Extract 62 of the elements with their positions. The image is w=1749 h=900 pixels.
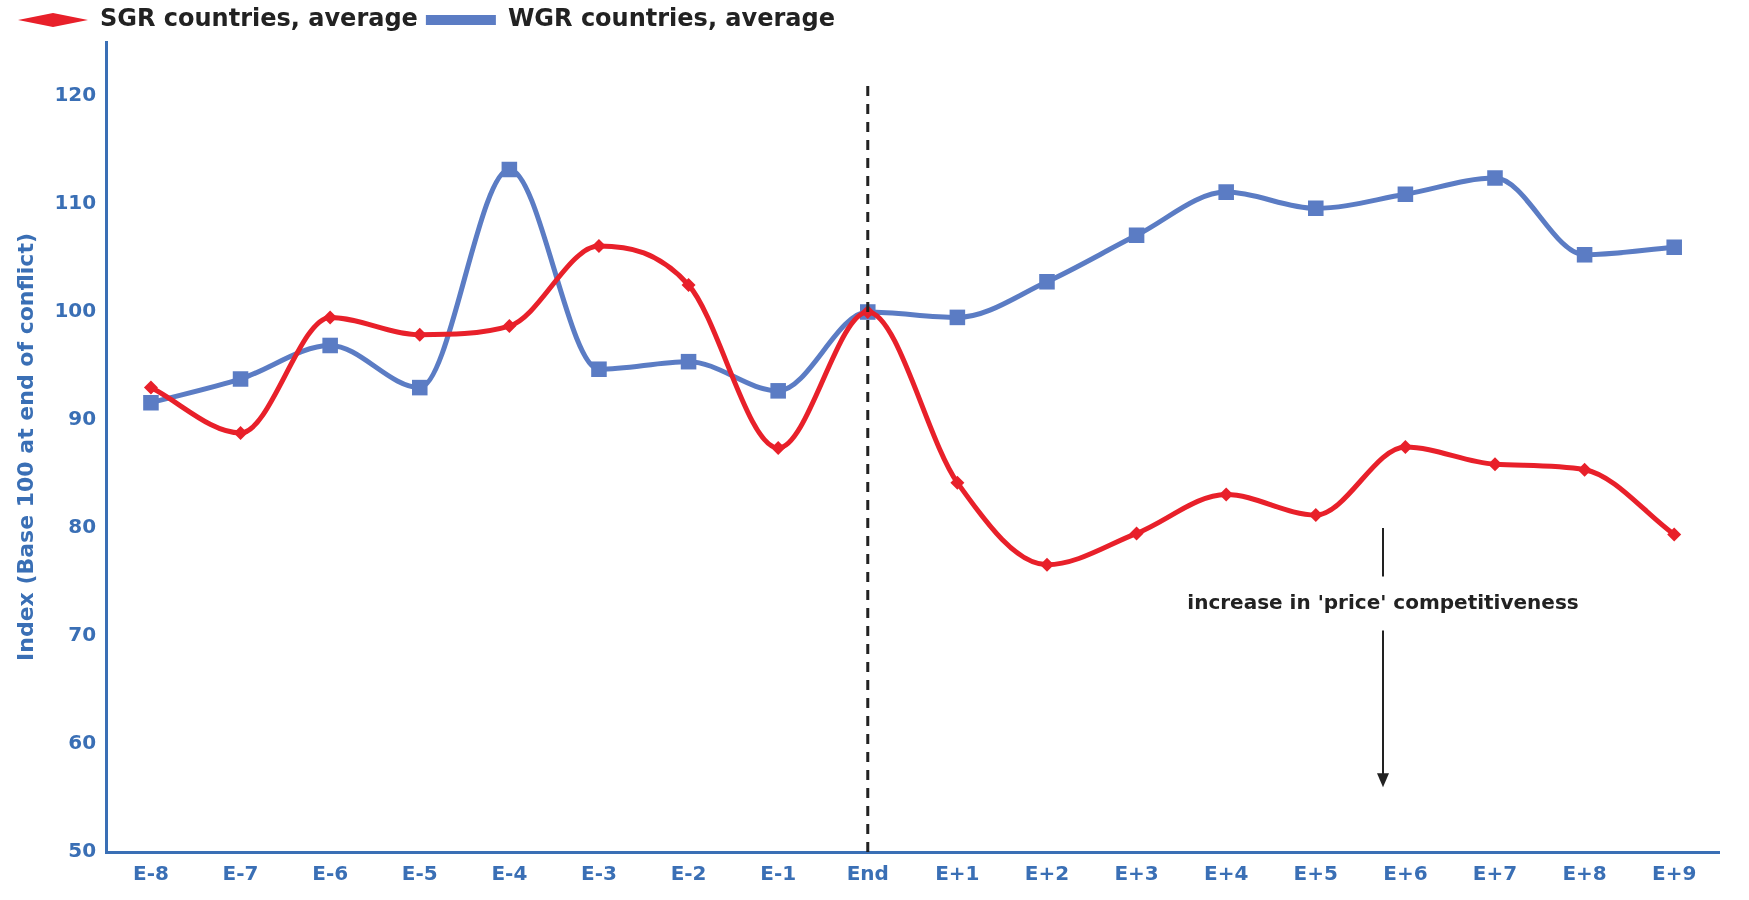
point: [1129, 526, 1144, 541]
y-tick-label: 60: [68, 730, 97, 755]
y-axis-title: Index (Base 100 at end of conflict): [12, 233, 38, 661]
x-tick-label: E-6: [312, 861, 349, 886]
y-tick-label: 120: [54, 82, 97, 107]
x-tick-label: E+8: [1562, 861, 1607, 886]
point: [949, 309, 966, 326]
x-tick-label: E+5: [1293, 861, 1338, 886]
x-tick-label: E-1: [760, 861, 797, 886]
point: [1039, 273, 1055, 290]
point: [411, 379, 428, 396]
x-tick-label: E-4: [491, 861, 528, 886]
point: [232, 371, 249, 387]
x-tick-label: E-3: [581, 861, 617, 886]
point: [233, 425, 248, 440]
point: [771, 441, 786, 456]
point: [1577, 462, 1592, 477]
point: [1667, 527, 1682, 542]
point: [1398, 440, 1413, 454]
x-tick-label: E+6: [1383, 861, 1428, 886]
point: [950, 475, 965, 490]
point: [680, 353, 697, 370]
point: [1039, 557, 1054, 572]
point: [681, 278, 696, 292]
x-tick-label: E-2: [670, 861, 707, 886]
y-tick-label: 110: [54, 190, 97, 215]
y-tick-label: 80: [68, 514, 97, 539]
annotation: increase in 'price' competitiveness: [1187, 589, 1579, 614]
y-tick-label: 90: [68, 406, 97, 431]
point: [1487, 170, 1503, 186]
legend-label: WGR countries, average: [507, 4, 835, 33]
point: [591, 239, 606, 254]
x-tick-label: E+3: [1114, 861, 1159, 886]
x-tick-label: E-7: [222, 861, 259, 886]
point: [1308, 200, 1324, 217]
x-tick-label: E-8: [133, 861, 169, 886]
x-tick-label: End: [846, 861, 889, 886]
point: [770, 383, 786, 399]
x-tick-label: E-5: [401, 861, 438, 886]
point: [502, 319, 517, 334]
point: [1576, 246, 1593, 263]
y-tick-label: 100: [54, 298, 97, 323]
x-tick-label: E+1: [935, 861, 980, 886]
point: [1218, 184, 1234, 200]
point: [1219, 487, 1234, 502]
x-tick-label: E+2: [1024, 861, 1070, 886]
point: [143, 380, 158, 395]
point: [1397, 186, 1414, 203]
x-tick-label: E+4: [1204, 861, 1249, 886]
point: [1128, 227, 1145, 244]
x-tick-label: E+7: [1472, 861, 1518, 886]
legend-label: SGR countries, average: [100, 4, 418, 33]
point: [323, 310, 338, 325]
point: [591, 361, 607, 378]
point: [1487, 457, 1502, 472]
y-tick-label: 70: [68, 622, 97, 647]
point: [322, 337, 338, 354]
point: [501, 161, 518, 178]
point: [143, 394, 159, 411]
y-tick-label: 50: [68, 838, 97, 863]
x-tick-label: E+9: [1652, 861, 1697, 886]
point: [1666, 239, 1682, 255]
